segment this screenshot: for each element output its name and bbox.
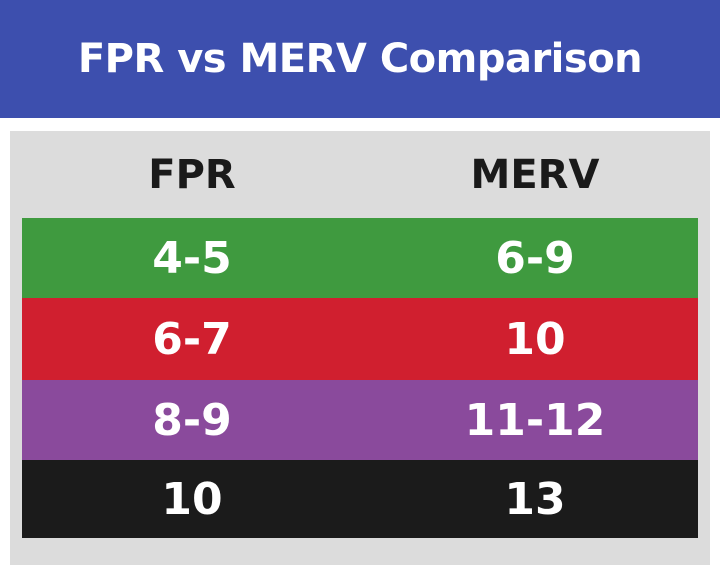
- fpr-cell: 8-9: [152, 394, 232, 446]
- fpr-cell: 10: [161, 473, 223, 525]
- comparison-table: FPR MERV 4-5 6-9 6-7 10 8-9 11-12 10 13: [10, 131, 710, 565]
- header-merv: MERV: [470, 151, 600, 198]
- merv-cell: 13: [504, 473, 566, 525]
- header-fpr: FPR: [148, 151, 236, 198]
- title-banner: FPR vs MERV Comparison: [0, 0, 720, 118]
- fpr-cell: 6-7: [152, 313, 232, 365]
- merv-cell: 11-12: [464, 394, 606, 446]
- title: FPR vs MERV Comparison: [77, 36, 643, 82]
- merv-cell: 10: [504, 313, 566, 365]
- table-row: 8-9 11-12: [22, 380, 698, 460]
- table-row: 10 13: [22, 460, 698, 538]
- fpr-cell: 4-5: [152, 232, 232, 284]
- merv-cell: 6-9: [495, 232, 575, 284]
- table-row: 4-5 6-9: [22, 218, 698, 298]
- table-header: FPR MERV: [22, 131, 698, 218]
- table-row: 6-7 10: [22, 298, 698, 380]
